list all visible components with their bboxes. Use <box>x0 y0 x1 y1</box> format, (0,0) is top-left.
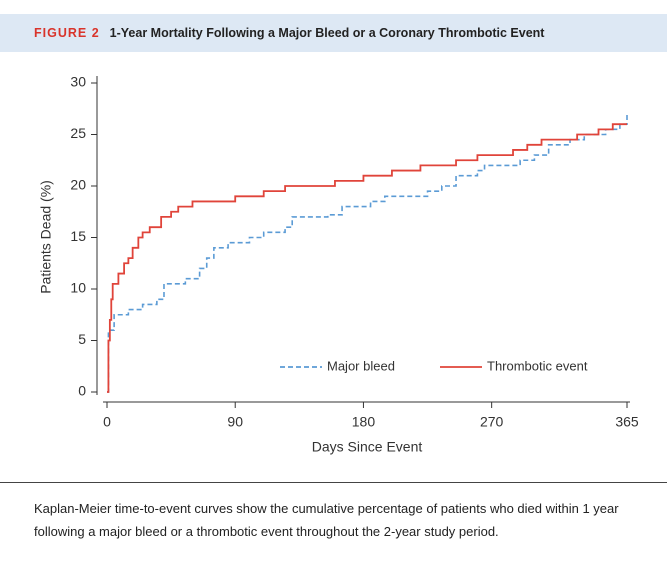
x-tick-label: 0 <box>103 414 111 430</box>
x-tick-label: 180 <box>352 414 376 430</box>
x-tick-label: 90 <box>227 414 243 430</box>
y-tick-label: 15 <box>70 228 86 244</box>
legend-label: Thrombotic event <box>487 358 588 373</box>
chart-title: 1-Year Mortality Following a Major Bleed… <box>109 26 545 40</box>
x-axis-label: Days Since Event <box>312 439 423 455</box>
y-tick-label: 10 <box>70 280 86 296</box>
y-tick-label: 30 <box>70 74 86 90</box>
y-tick-label: 0 <box>78 383 86 399</box>
figure-header: FIGURE 2 1-Year Mortality Following a Ma… <box>0 14 667 52</box>
x-tick-label: 270 <box>480 414 504 430</box>
y-tick-label: 20 <box>70 177 86 193</box>
chart: Patients Dead (%) Days Since Event 0 5 10 1… <box>38 74 639 455</box>
y-axis-label: Patients Dead (%) <box>38 180 54 294</box>
x-tick-label: 365 <box>615 414 639 430</box>
series-line <box>107 123 627 393</box>
caption: Kaplan-Meier time-to-event curves show t… <box>0 482 667 588</box>
legend-label: Major bleed <box>327 358 395 373</box>
series-line <box>107 113 628 393</box>
y-tick-label: 25 <box>70 125 86 141</box>
figure-label: FIGURE 2 <box>34 26 100 40</box>
y-tick-label: 5 <box>78 331 86 347</box>
